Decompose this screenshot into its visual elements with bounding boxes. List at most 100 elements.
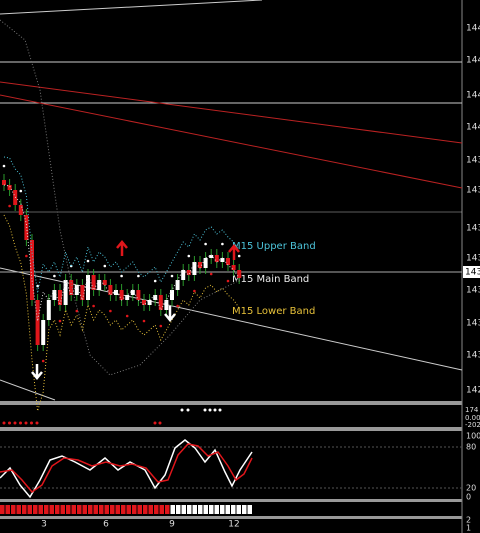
bollinger-band: [3, 214, 240, 412]
histogram-block: [104, 505, 109, 514]
stochastic-label: 100: [466, 432, 480, 441]
candle-body: [125, 295, 130, 300]
price-label: 142: [466, 386, 480, 396]
signal-dot: [142, 319, 146, 323]
histogram-block: [192, 505, 197, 514]
signal-dot: [75, 309, 79, 313]
histogram-block: [16, 505, 21, 514]
stochastic-signal: [0, 443, 253, 494]
candle-body: [114, 290, 118, 295]
signal-dot: [2, 164, 6, 168]
price-label: 143: [466, 156, 480, 166]
signal-dot: [92, 304, 95, 308]
signal-dot: [41, 359, 45, 363]
histogram-block: [187, 505, 192, 514]
signal-dot: [25, 254, 28, 258]
candle-body: [2, 180, 6, 185]
histogram-block: [198, 505, 203, 514]
stochastic-label: 80: [466, 443, 476, 452]
price-label: 143: [466, 286, 480, 296]
signal-arrow: [228, 244, 240, 260]
indicator-dot: [35, 421, 39, 425]
candle-body: [214, 255, 219, 262]
histogram-block: [126, 505, 131, 514]
histogram-block: [77, 505, 82, 514]
histogram-block: [181, 505, 186, 514]
indicator-label: -202: [465, 421, 480, 429]
signal-dot: [204, 242, 207, 246]
candle-body: [209, 255, 214, 258]
signal-dot: [237, 254, 241, 258]
signal-dot: [36, 284, 39, 288]
candle-body: [91, 275, 96, 290]
indicator-dot: [218, 408, 222, 412]
bollinger-band: [3, 156, 240, 294]
histogram-block: [44, 505, 49, 514]
candle-body: [41, 320, 46, 345]
candle-body: [181, 270, 186, 280]
current-price: 143: [465, 268, 480, 278]
indicator-dot: [13, 421, 17, 425]
candle-body: [158, 295, 163, 310]
histogram-block: [27, 505, 32, 514]
histogram-block: [154, 505, 159, 514]
candle-body: [192, 262, 197, 275]
signal-arrow: [164, 306, 176, 322]
histogram-block: [236, 505, 241, 514]
indicator-dot: [8, 421, 11, 425]
bottom-label: 1: [466, 524, 471, 533]
current-price-box: [463, 266, 480, 278]
signal-dot: [103, 264, 107, 268]
histogram-block: [33, 505, 38, 514]
time-label: 9: [169, 520, 175, 530]
signal-dot: [226, 279, 230, 283]
candle-body: [175, 280, 180, 290]
candle-body: [86, 275, 90, 300]
candle-body: [108, 285, 113, 295]
candle-body: [153, 295, 158, 300]
histogram-block: [209, 505, 214, 514]
indicator-dot: [19, 421, 22, 425]
candle-body: [58, 290, 62, 305]
indicator-dot: [208, 408, 212, 412]
indicator-dot: [158, 421, 162, 425]
histogram-block: [38, 505, 43, 514]
histogram-block: [49, 505, 54, 514]
signal-arrow: [31, 364, 43, 380]
candle-body: [119, 290, 124, 300]
upper-band-label: M15 Upper Band: [232, 241, 316, 252]
signal-arrow: [116, 240, 128, 256]
candle-body: [80, 285, 85, 300]
histogram-block: [143, 505, 148, 514]
histogram-block: [11, 505, 16, 514]
indicator-label: 0.00: [465, 414, 480, 422]
indicator-dot: [24, 421, 28, 425]
signal-dot: [137, 274, 140, 278]
histogram-block: [165, 505, 170, 514]
histogram-block: [88, 505, 93, 514]
candle-body: [226, 258, 230, 265]
indicator-label: 174: [465, 406, 479, 414]
time-label: 6: [103, 520, 109, 530]
candle-body: [203, 258, 208, 268]
price-label: 144: [466, 24, 480, 34]
histogram-block: [176, 505, 181, 514]
price-label: 144: [466, 91, 480, 101]
histogram-block: [242, 505, 247, 514]
signal-dot: [187, 254, 191, 258]
bottom-label: 2: [466, 516, 471, 525]
panel-separators: [0, 0, 463, 533]
histogram-block: [22, 505, 27, 514]
signal-dot: [209, 272, 213, 276]
bollinger-band: [3, 184, 240, 322]
candle-body: [237, 270, 242, 278]
signal-dot: [125, 314, 129, 318]
signal-dot: [159, 324, 163, 328]
trend-lines: [0, 0, 463, 401]
price-label: 143: [466, 319, 480, 329]
stochastic-label: 0: [466, 493, 471, 502]
signal-dot: [8, 204, 11, 208]
indicator-dot: [30, 421, 33, 425]
candle-body: [186, 270, 191, 275]
